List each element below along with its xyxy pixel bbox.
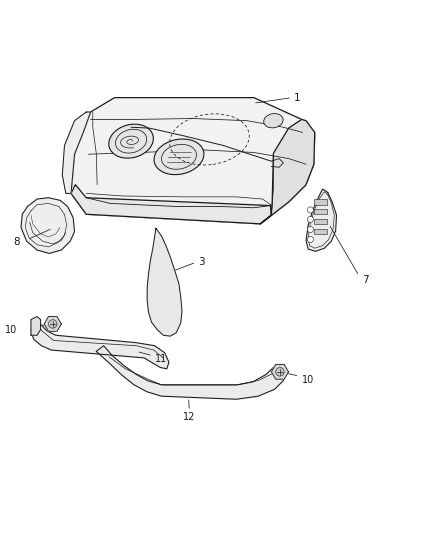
Polygon shape xyxy=(147,228,182,336)
Circle shape xyxy=(307,207,314,213)
Circle shape xyxy=(49,320,57,328)
Polygon shape xyxy=(306,189,336,251)
Text: 11: 11 xyxy=(155,354,167,364)
FancyBboxPatch shape xyxy=(314,229,327,234)
Polygon shape xyxy=(260,119,315,224)
Polygon shape xyxy=(31,317,41,335)
Text: 12: 12 xyxy=(184,411,196,422)
FancyBboxPatch shape xyxy=(314,219,327,224)
Polygon shape xyxy=(31,320,169,369)
Circle shape xyxy=(307,216,314,223)
Ellipse shape xyxy=(264,114,283,128)
Polygon shape xyxy=(96,346,285,399)
Circle shape xyxy=(307,227,314,232)
Text: 1: 1 xyxy=(294,93,300,103)
Polygon shape xyxy=(62,112,91,193)
Ellipse shape xyxy=(109,124,153,158)
Text: 3: 3 xyxy=(198,257,205,267)
Polygon shape xyxy=(272,365,289,379)
Polygon shape xyxy=(44,317,61,332)
FancyBboxPatch shape xyxy=(314,199,327,205)
Circle shape xyxy=(276,368,284,376)
Text: 10: 10 xyxy=(302,375,314,385)
Polygon shape xyxy=(21,198,74,254)
Ellipse shape xyxy=(154,139,204,175)
Text: 7: 7 xyxy=(362,274,368,285)
Text: 8: 8 xyxy=(14,237,20,247)
Circle shape xyxy=(307,237,314,243)
Text: 10: 10 xyxy=(5,325,17,335)
FancyBboxPatch shape xyxy=(314,209,327,214)
Polygon shape xyxy=(71,98,315,224)
Polygon shape xyxy=(71,184,271,224)
